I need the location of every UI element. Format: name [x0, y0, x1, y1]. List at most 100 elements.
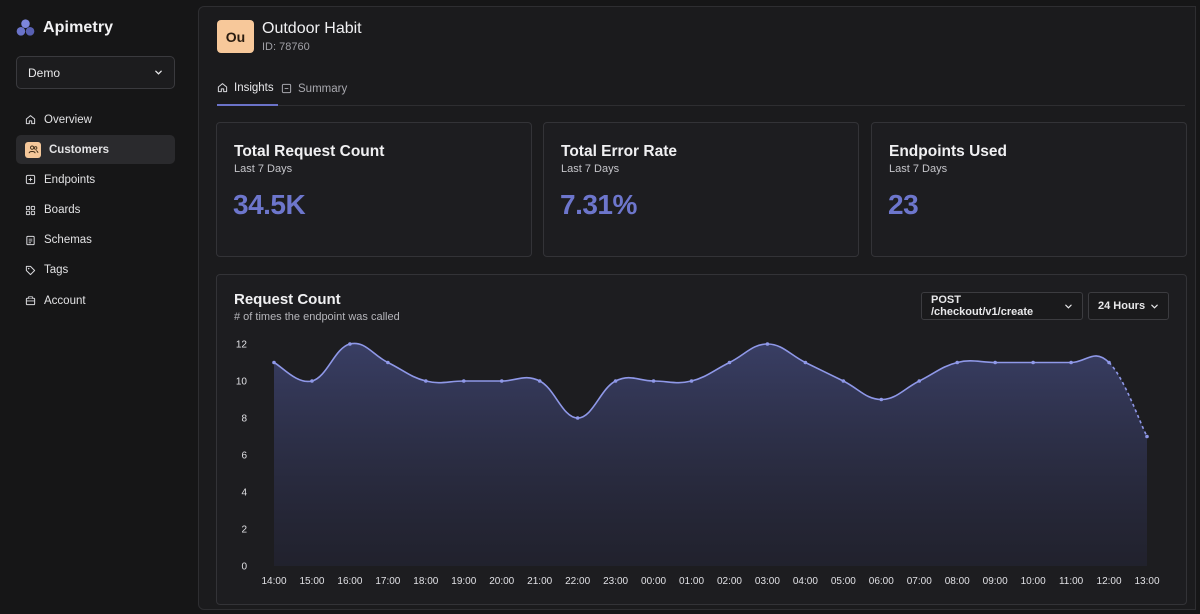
- tab-summary-label: Summary: [298, 82, 348, 95]
- tag-icon: [25, 265, 36, 276]
- chevron-down-icon: [155, 70, 162, 75]
- y-tick-label: 4: [241, 488, 247, 499]
- chart-point-8: [575, 416, 580, 420]
- y-tick-label: 2: [241, 525, 247, 536]
- card-subtitle: Last 7 Days: [561, 163, 620, 175]
- chart-point-21: [1069, 360, 1073, 365]
- x-tick-label: 14:00: [261, 576, 286, 587]
- sidebar-item-tags[interactable]: Tags: [16, 256, 175, 285]
- schema-icon: [26, 235, 35, 245]
- endpoint-select-value: POST /checkout/v1/create: [931, 294, 1034, 318]
- sidebar-nav: Overview Customers Endpoints Boards Sche…: [16, 105, 175, 316]
- x-tick-label: 09:00: [983, 576, 1008, 587]
- chart-subtitle: # of times the endpoint was called: [234, 311, 400, 323]
- customer-avatar: Ou: [217, 20, 254, 53]
- card-value: 23: [888, 189, 919, 220]
- x-tick-label: 15:00: [299, 576, 324, 587]
- main-panel: Ou Outdoor Habit ID: 78760 Insights Summ…: [198, 6, 1196, 610]
- brand[interactable]: Apimetry: [16, 18, 113, 37]
- time-range-select-value: 24 Hours: [1098, 300, 1146, 312]
- chart-point-17: [917, 379, 922, 383]
- x-tick-label: 21:00: [527, 576, 552, 587]
- x-tick-label: 20:00: [489, 576, 514, 587]
- chart-point-5: [461, 379, 466, 383]
- org-select[interactable]: Demo: [16, 56, 175, 89]
- tab-summary[interactable]: Summary: [281, 71, 347, 106]
- sidebar-item-label: Customers: [49, 143, 110, 156]
- x-tick-label: 03:00: [755, 576, 780, 587]
- card-subtitle: Last 7 Days: [234, 163, 293, 175]
- y-tick-label: 12: [236, 340, 248, 351]
- sidebar-item-account[interactable]: Account: [16, 286, 175, 315]
- chart-point-6: [499, 379, 504, 383]
- sidebar-item-label: Endpoints: [44, 173, 96, 186]
- chart-series-line-partial: [1108, 361, 1148, 437]
- x-tick-label: 22:00: [565, 576, 590, 587]
- chart-point-1: [310, 379, 314, 383]
- sidebar-item-label: Overview: [44, 113, 92, 126]
- x-tick-label: 16:00: [337, 576, 362, 587]
- card-subtitle: Last 7 Days: [889, 163, 948, 175]
- chart-point-14: [803, 360, 808, 365]
- y-tick-label: 10: [236, 377, 248, 388]
- card-title: Total Error Rate: [561, 143, 677, 160]
- summary-icon: [281, 83, 292, 94]
- chevron-down-icon: [1151, 304, 1158, 309]
- chart-point-22: [1107, 360, 1111, 365]
- stat-card-endpoints-used: Endpoints Used Last 7 Days 23: [871, 122, 1187, 257]
- x-tick-label: 17:00: [375, 576, 400, 587]
- x-tick-label: 00:00: [641, 576, 666, 587]
- tab-insights-label: Insights: [234, 81, 274, 94]
- x-tick-label: 05:00: [831, 576, 856, 587]
- y-tick-label: 6: [241, 451, 247, 462]
- chart-point-15: [841, 379, 846, 383]
- card-title: Total Request Count: [234, 143, 385, 160]
- chart-point-19: [993, 360, 997, 365]
- x-tick-label: 11:00: [1059, 576, 1084, 587]
- x-tick-label: 08:00: [945, 576, 970, 587]
- sidebar-item-schemas[interactable]: Schemas: [16, 226, 175, 255]
- sidebar-item-label: Schemas: [44, 234, 92, 247]
- endpoint-select[interactable]: POST /checkout/v1/create: [921, 292, 1083, 320]
- users-icon: [28, 145, 38, 154]
- chart-point-20: [1031, 360, 1035, 365]
- card-title: Endpoints Used: [889, 143, 1007, 160]
- time-range-select[interactable]: 24 Hours: [1088, 292, 1169, 320]
- card-value: 34.5K: [233, 189, 306, 220]
- chart-point-13: [765, 342, 770, 346]
- chart-point-2: [348, 342, 352, 346]
- x-tick-label: 07:00: [907, 576, 932, 587]
- sidebar-item-customers[interactable]: Customers: [16, 135, 175, 165]
- y-tick-label: 0: [241, 562, 247, 573]
- chart-point-18: [955, 360, 960, 365]
- sidebar-item-label: Boards: [44, 204, 81, 217]
- chart-point-12: [727, 360, 732, 365]
- sidebar-item-boards[interactable]: Boards: [16, 196, 175, 225]
- chart-point-0: [272, 360, 276, 365]
- chevron-down-icon: [1065, 304, 1072, 309]
- home-icon: [25, 115, 36, 125]
- tab-bar: Insights Summary: [217, 71, 1185, 106]
- chart-point-11: [689, 379, 694, 383]
- chart-point-4: [424, 379, 428, 383]
- sidebar-item-overview[interactable]: Overview: [16, 105, 175, 134]
- chart-point-16: [879, 397, 884, 402]
- x-tick-label: 04:00: [793, 576, 818, 587]
- request-count-chart-card: Request Count # of times the endpoint wa…: [216, 274, 1187, 605]
- request-count-chart: 0 2 4 6 8 10 12 14:00 15:00 16:00 17:00 18:00 19:00 2…: [236, 340, 1160, 588]
- sidebar-item-label: Tags: [44, 264, 69, 277]
- chart-point-3: [386, 360, 390, 365]
- stat-card-error-rate: Total Error Rate Last 7 Days 7.31%: [543, 122, 859, 257]
- x-tick-label: 18:00: [413, 576, 438, 587]
- sidebar-item-label: Account: [44, 294, 86, 307]
- chart-area-fill: [274, 343, 1147, 566]
- sidebar-item-endpoints[interactable]: Endpoints: [16, 165, 175, 194]
- stat-card-request-count: Total Request Count Last 7 Days 34.5K: [216, 122, 532, 257]
- y-tick-label: 8: [241, 414, 247, 425]
- customer-id: ID: 78760: [262, 41, 310, 53]
- x-tick-label: 23:00: [603, 576, 628, 587]
- endpoint-icon: [25, 175, 36, 185]
- page-title: Outdoor Habit: [262, 20, 362, 37]
- tab-insights[interactable]: Insights: [217, 71, 278, 106]
- brand-name: Apimetry: [43, 18, 114, 36]
